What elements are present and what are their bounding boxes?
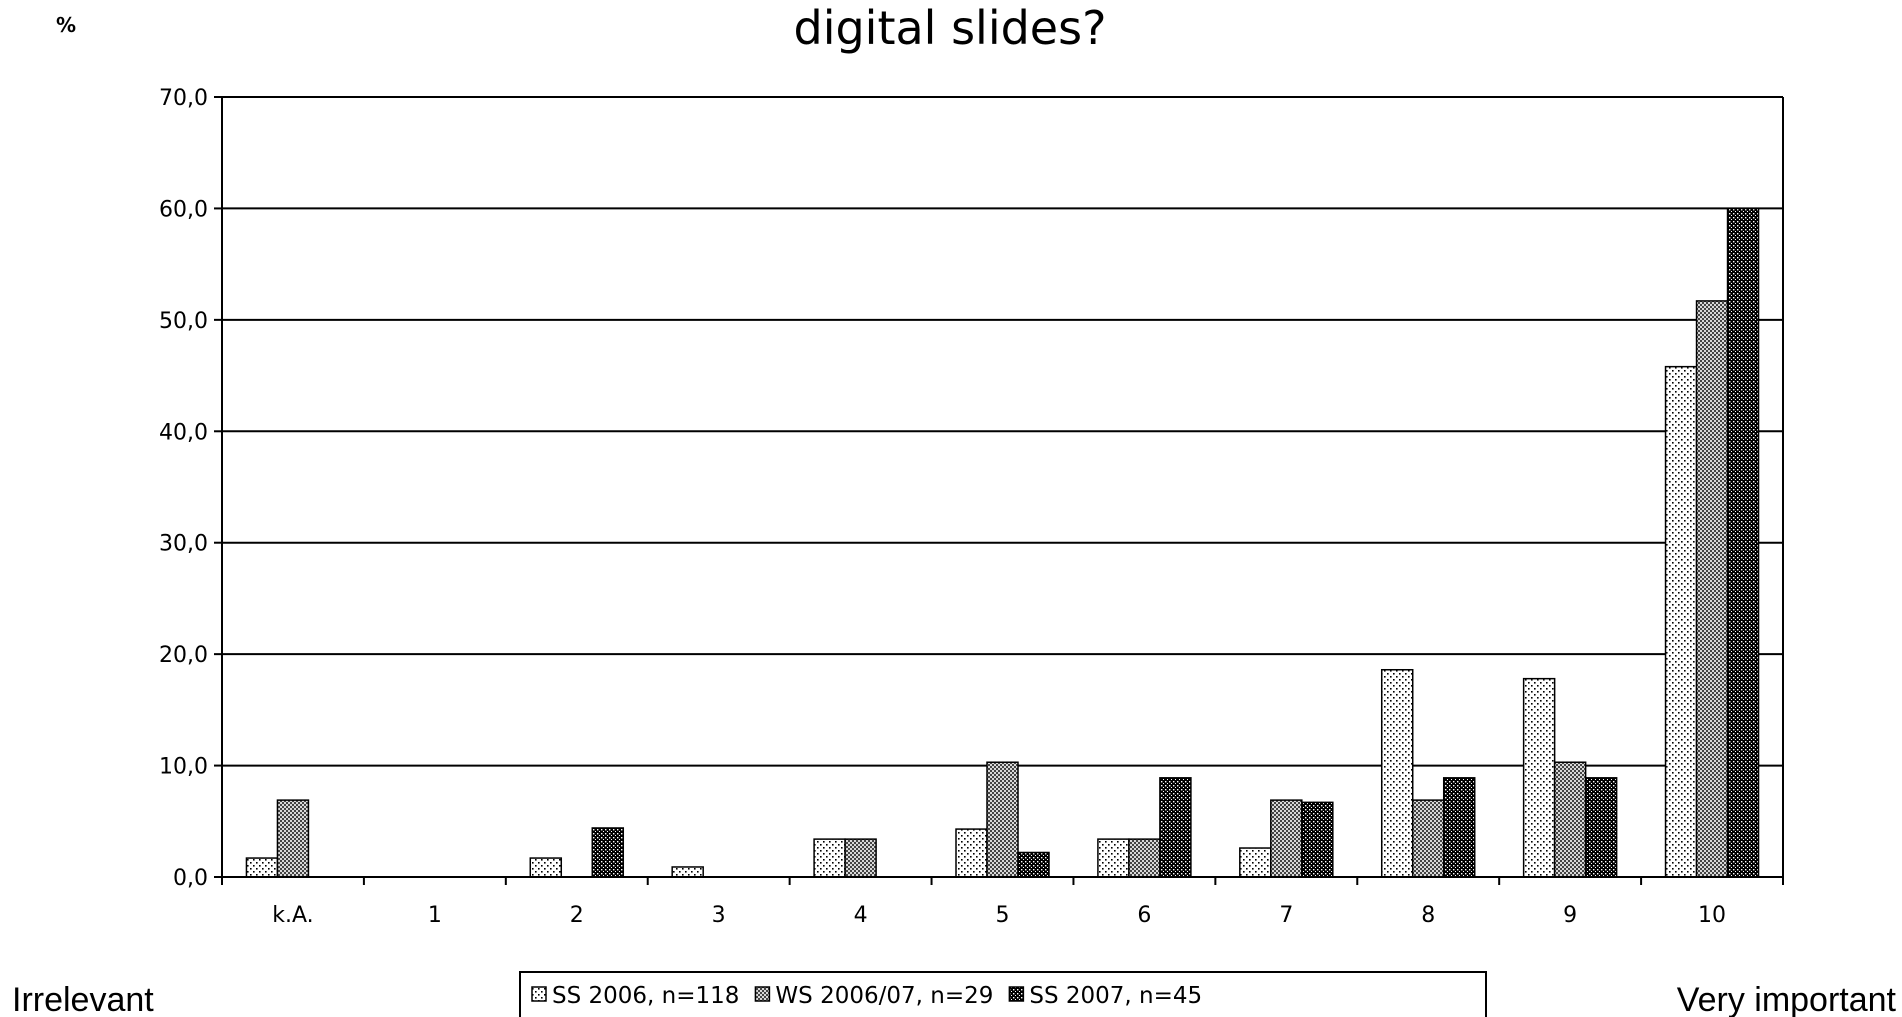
bars — [245, 207, 1760, 878]
bar — [1270, 799, 1303, 878]
bar — [1442, 777, 1476, 878]
x-tick-label: 7 — [1279, 903, 1293, 928]
x-tick-label: 10 — [1698, 903, 1726, 928]
y-tick-label: 60,0 — [159, 197, 208, 222]
scale-high-label: Very important — [1677, 981, 1897, 1017]
bar — [1695, 300, 1729, 878]
scale-low-label: Irrelevant — [12, 981, 154, 1017]
bar — [1664, 365, 1698, 878]
bar — [1301, 801, 1334, 878]
x-tick-label: 4 — [854, 903, 868, 928]
bar — [1584, 777, 1618, 878]
bar — [1128, 838, 1161, 878]
y-tick-label: 20,0 — [159, 643, 208, 668]
bar — [1159, 777, 1192, 878]
x-tick-label: 8 — [1421, 903, 1435, 928]
bar — [986, 761, 1019, 878]
bar — [1553, 761, 1587, 878]
bar — [1239, 847, 1272, 878]
tick-labels: 0,0 10,0 20,0 30,0 40,0 50,0 60,0 70,0 k.A. 1 2 3 4 5… — [159, 86, 1726, 928]
y-tick-label: 10,0 — [159, 755, 208, 780]
y-tick-label: 50,0 — [159, 309, 208, 334]
bar — [276, 799, 310, 878]
x-tick-label: 2 — [570, 903, 584, 928]
gridlines — [222, 96, 1783, 767]
legend: SS 2006, n=118 WS 2006/07, n=29 SS 2007, n… — [519, 971, 1487, 1017]
y-tick-label: 40,0 — [159, 420, 208, 445]
bar — [529, 857, 563, 878]
x-tick-label: 3 — [712, 903, 726, 928]
bar — [1017, 851, 1050, 878]
x-tick-label: 9 — [1563, 903, 1577, 928]
legend-entry: SS 2006, n=118 — [552, 983, 739, 1009]
legend-entry: SS 2007, n=45 — [1029, 983, 1202, 1009]
legend-box — [519, 971, 1487, 1017]
legend-items: SS 2006, n=118 WS 2006/07, n=29 SS 2007, n… — [531, 983, 1202, 1009]
bar — [1726, 207, 1760, 878]
bar — [671, 866, 704, 878]
y-tick-label: 0,0 — [173, 866, 208, 891]
bar — [1522, 677, 1556, 878]
x-tick-label: 6 — [1137, 903, 1151, 928]
bar — [955, 828, 988, 878]
y-axis-unit-label: % — [56, 13, 76, 37]
x-tick-label: 5 — [996, 903, 1010, 928]
x-tick-label: k.A. — [272, 903, 313, 928]
y-tick-label: 70,0 — [159, 86, 208, 111]
bar — [844, 838, 877, 878]
bar — [591, 827, 625, 878]
legend-entry: WS 2006/07, n=29 — [775, 983, 993, 1009]
legend-swatch — [1008, 986, 1025, 1002]
bar — [813, 838, 846, 878]
chart-title: digital slides? — [794, 1, 1107, 55]
axes — [214, 96, 1784, 885]
y-tick-label: 30,0 — [159, 532, 208, 557]
x-tick-label: 1 — [428, 903, 442, 928]
bar — [1097, 838, 1130, 878]
bar — [1411, 799, 1445, 878]
bar — [1380, 668, 1414, 878]
legend-swatch — [754, 986, 771, 1002]
legend-swatch — [531, 986, 547, 1002]
bar — [245, 857, 279, 878]
